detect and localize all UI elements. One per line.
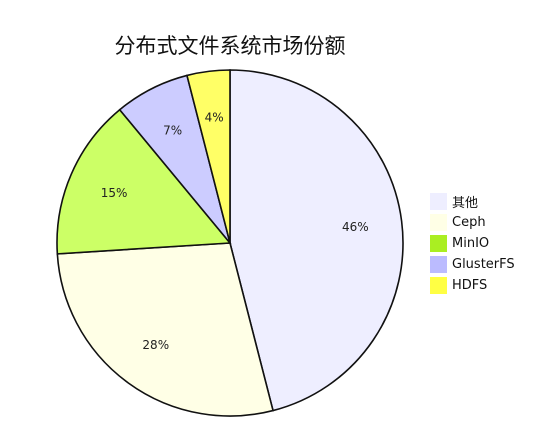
legend-item-ceph: Ceph (430, 212, 515, 233)
legend-swatch (430, 235, 447, 252)
chart-title: 分布式文件系统市场份额 (114, 34, 346, 58)
pie-slice-hdfs (186, 69, 231, 244)
pie-slice-minio (56, 108, 232, 255)
legend-item-其他: 其他 (430, 191, 515, 212)
legend: 其他 Ceph MinIO GlusterFS HDFS (430, 191, 515, 296)
legend-label: GlusterFS (452, 257, 515, 272)
slice-label-其他: 46% (342, 220, 369, 234)
slice-label-minio: 15% (101, 186, 128, 200)
legend-label: HDFS (452, 278, 488, 293)
slice-label-hdfs: 4% (205, 111, 224, 125)
legend-swatch (430, 214, 447, 231)
legend-label: MinIO (452, 236, 490, 251)
legend-swatch (430, 193, 447, 210)
legend-item-minio: MinIO (430, 233, 515, 254)
pie-slice-ceph (56, 242, 274, 417)
legend-swatch (430, 256, 447, 273)
legend-item-glusterfs: GlusterFS (430, 254, 515, 275)
slice-label-glusterfs: 7% (163, 123, 182, 137)
legend-swatch (430, 277, 447, 294)
legend-item-hdfs: HDFS (430, 275, 515, 296)
legend-label: Ceph (452, 215, 486, 230)
pie-slice-其他 (229, 69, 404, 412)
legend-label: 其他 (452, 196, 479, 211)
slice-label-ceph: 28% (142, 338, 169, 352)
